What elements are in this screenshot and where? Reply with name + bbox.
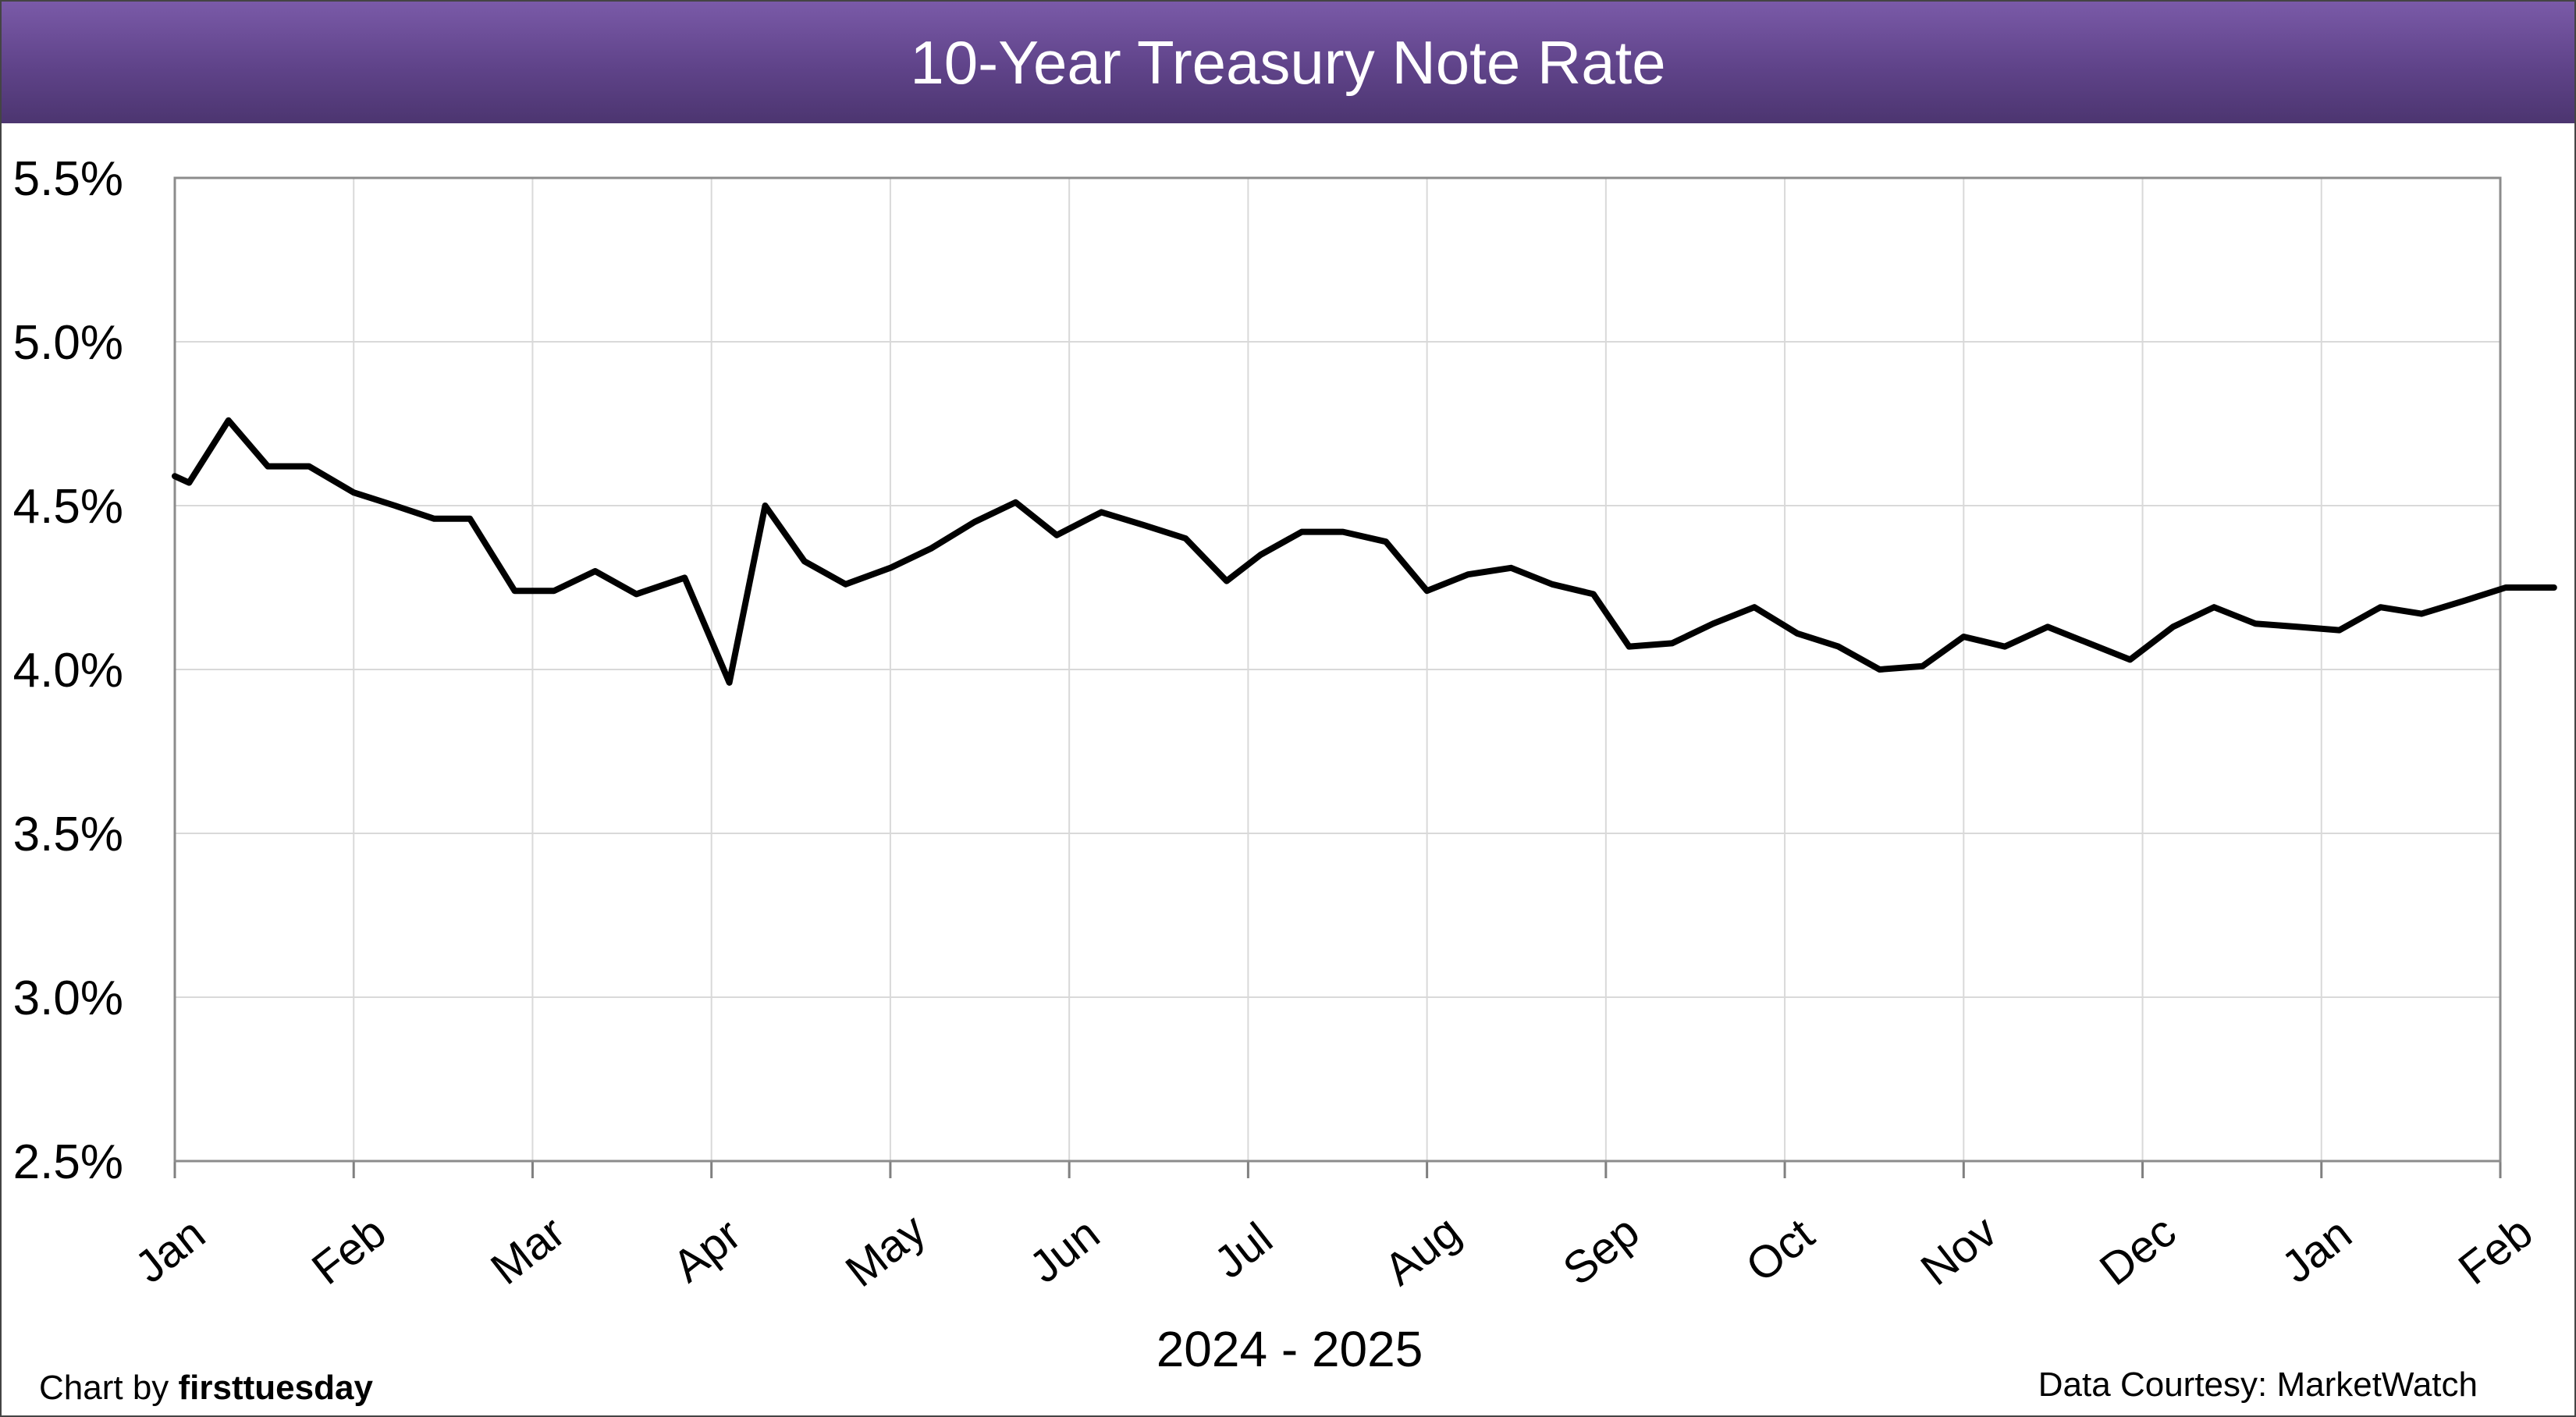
plot-border xyxy=(173,176,2502,1163)
y-tick-label: 4.5% xyxy=(13,480,123,534)
x-tick-label: Apr xyxy=(663,1209,750,1292)
title-banner: 10-Year Treasury Note Rate xyxy=(2,2,2574,123)
x-tick-label: Oct xyxy=(1737,1209,1824,1292)
y-tick-label: 5.5% xyxy=(13,152,123,206)
x-tick-label: May xyxy=(837,1204,935,1297)
x-tick-label: Jun xyxy=(1020,1208,1109,1293)
x-tick-label: Sep xyxy=(1554,1206,1648,1295)
x-axis-label: 2024 - 2025 xyxy=(1156,1321,1423,1377)
x-tick-label: Jan xyxy=(2272,1208,2361,1293)
y-tick-label: 5.0% xyxy=(13,316,123,370)
x-tick-label: Feb xyxy=(2450,1206,2542,1294)
y-tick-label: 4.0% xyxy=(13,644,123,698)
x-tick-label: Dec xyxy=(2091,1206,2185,1295)
x-tick-label: Jul xyxy=(1205,1213,1281,1288)
data-source-credit: Data Courtesy: MarketWatch xyxy=(2038,1366,2478,1404)
y-tick-label: 3.5% xyxy=(13,808,123,861)
y-tick-labels: 2.5% 3.0% 3.5% 4.0% 4.5% 5.0% 5.5% xyxy=(13,152,123,1189)
x-tick-label: Nov xyxy=(1912,1206,2006,1295)
credit-prefix: Chart by xyxy=(39,1369,179,1407)
y-tick-label: 3.0% xyxy=(13,971,123,1025)
x-tick-label: Aug xyxy=(1375,1206,1469,1295)
axes xyxy=(173,176,2502,1178)
x-tick-label: Feb xyxy=(303,1206,396,1294)
credit-brand: firsttuesday xyxy=(178,1369,373,1407)
x-tick-label: Mar xyxy=(481,1206,574,1294)
series-layer xyxy=(172,417,2557,686)
x-tick-label: Jan xyxy=(126,1208,215,1293)
series-line xyxy=(172,417,2557,686)
grid-lines xyxy=(175,177,2500,1161)
x-tick-labels: Jan Feb Mar Apr May Jun Jul Aug Sep Oct Nov Dec Jan F… xyxy=(126,1204,2542,1297)
chart-credit: Chart by firsttuesday xyxy=(39,1369,373,1408)
y-tick-label: 2.5% xyxy=(13,1135,123,1189)
chart-title: 10-Year Treasury Note Rate xyxy=(910,28,1666,97)
